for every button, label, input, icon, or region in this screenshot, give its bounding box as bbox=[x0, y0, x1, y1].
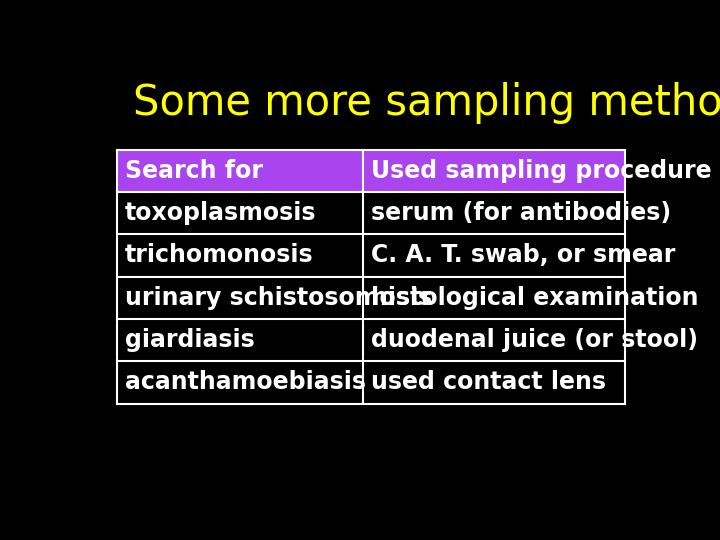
Text: used contact lens: used contact lens bbox=[371, 370, 606, 394]
Text: acanthamoebiasis: acanthamoebiasis bbox=[125, 370, 366, 394]
Text: urinary schistosomosis: urinary schistosomosis bbox=[125, 286, 432, 310]
Text: Used sampling procedure: Used sampling procedure bbox=[371, 159, 711, 183]
Text: Some more sampling methods: Some more sampling methods bbox=[132, 82, 720, 124]
Text: duodenal juice (or stool): duodenal juice (or stool) bbox=[371, 328, 698, 352]
Bar bbox=[117, 150, 625, 192]
Text: serum (for antibodies): serum (for antibodies) bbox=[371, 201, 671, 225]
Text: toxoplasmosis: toxoplasmosis bbox=[125, 201, 316, 225]
Text: C. A. T. swab, or smear: C. A. T. swab, or smear bbox=[371, 244, 675, 267]
Text: giardiasis: giardiasis bbox=[125, 328, 255, 352]
Text: histological examination: histological examination bbox=[371, 286, 698, 310]
Text: Search for: Search for bbox=[125, 159, 263, 183]
Text: trichomonosis: trichomonosis bbox=[125, 244, 313, 267]
